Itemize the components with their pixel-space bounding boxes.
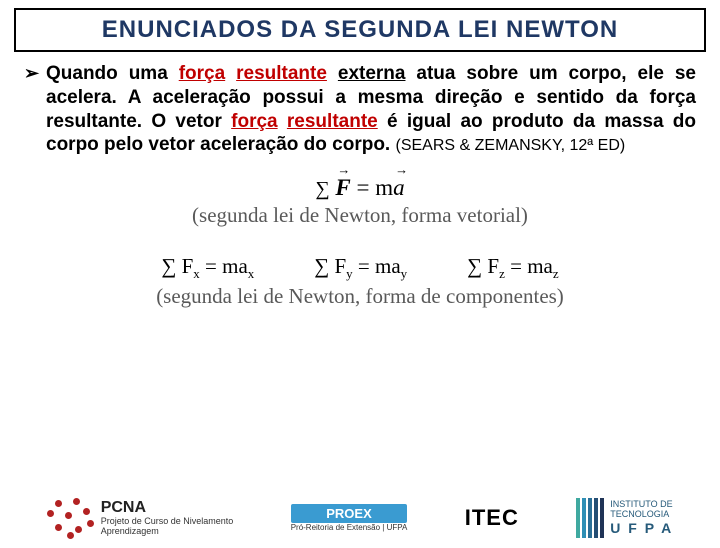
- proex-sub: Pró-Reitoria de Extensão | UFPA: [291, 523, 408, 532]
- pcna-sub2: Aprendizagem: [101, 527, 234, 537]
- formula-caption-2: (segunda lei de Newton, forma de compone…: [0, 284, 720, 309]
- title-box: ENUNCIADOS DA SEGUNDA LEI NEWTON: [14, 8, 706, 52]
- kw-forca: força: [179, 63, 225, 84]
- body-paragraph: ➢ Quando uma força resultante externa at…: [24, 62, 696, 157]
- formula-caption-1: (segunda lei de Newton, forma vetorial): [0, 203, 720, 228]
- body-pre: Quando uma: [46, 63, 179, 84]
- bullet-icon: ➢: [24, 62, 39, 85]
- formula-vector: ∑ F = ma (segunda lei de Newton, forma v…: [0, 175, 720, 228]
- formula-fx: ∑ Fx = max: [161, 254, 254, 282]
- pcna-title: PCNA: [101, 499, 234, 517]
- ufpa-title: U F P A: [610, 520, 673, 536]
- logo-proex: PROEX Pró-Reitoria de Extensão | UFPA: [291, 504, 408, 532]
- footer-logos: PCNA Projeto de Curso de Nivelamento Apr…: [0, 496, 720, 540]
- logo-ufpa: INSTITUTO DE TECNOLOGIA U F P A: [576, 498, 673, 538]
- slide-title: ENUNCIADOS DA SEGUNDA LEI NEWTON: [24, 16, 696, 44]
- kw-forca2: força: [231, 111, 277, 132]
- formula-fy: ∑ Fy = may: [314, 254, 407, 282]
- pcna-icon: [47, 496, 95, 540]
- kw-resultante2: resultante: [287, 111, 378, 132]
- formula-row: ∑ Fx = max ∑ Fy = may ∑ Fz = maz: [0, 254, 720, 282]
- citation: (SEARS & ZEMANSKY, 12ª ED): [396, 137, 626, 154]
- formula-components: ∑ Fx = max ∑ Fy = may ∑ Fz = maz (segund…: [0, 254, 720, 309]
- ufpa-line2: TECNOLOGIA: [610, 510, 673, 520]
- kw-externa: externa: [338, 63, 406, 84]
- logo-itec: ITEC: [465, 505, 519, 531]
- proex-title: PROEX: [291, 504, 408, 523]
- kw-resultante: resultante: [236, 63, 327, 84]
- logo-pcna: PCNA Projeto de Curso de Nivelamento Apr…: [47, 496, 234, 540]
- formula-main-line: ∑ F = ma: [0, 175, 720, 201]
- formula-fz: ∑ Fz = maz: [467, 254, 558, 282]
- ufpa-stripes-icon: [576, 498, 604, 538]
